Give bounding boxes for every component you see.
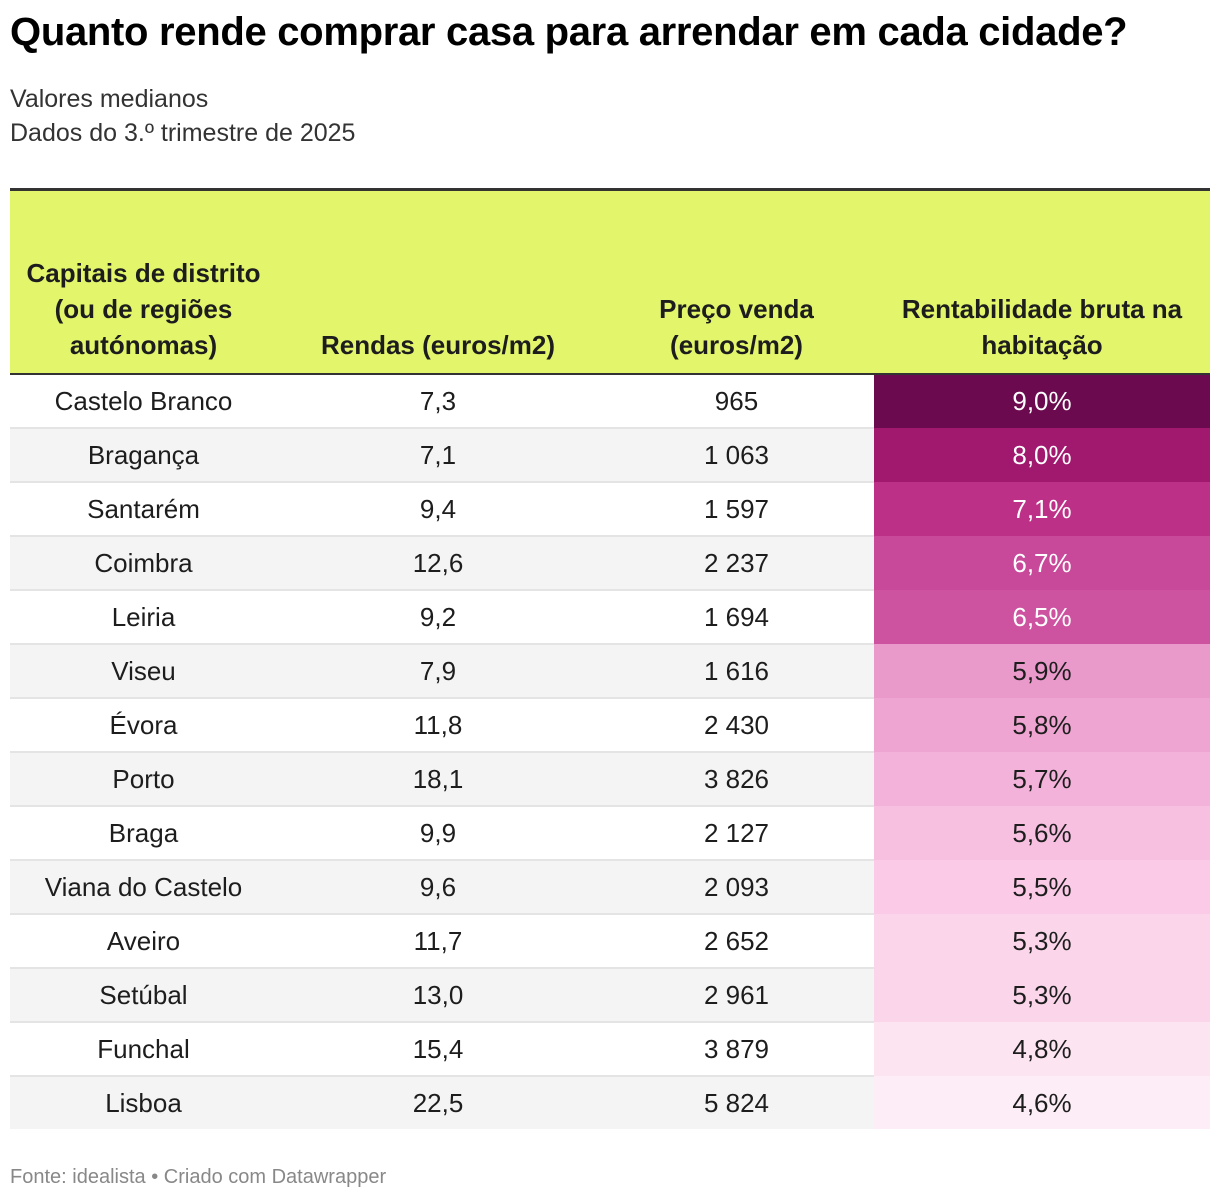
cell-city: Aveiro (10, 914, 277, 969)
cell-rent: 11,8 (277, 698, 599, 753)
cell-rent: 15,4 (277, 1022, 599, 1077)
cell-city: Lisboa (10, 1076, 277, 1129)
cell-yield: 4,6% (874, 1076, 1210, 1129)
cell-city: Bragança (10, 428, 277, 483)
cell-city: Viseu (10, 644, 277, 699)
cell-price: 965 (599, 374, 874, 429)
column-header-price[interactable]: Preço venda (euros/m2) (599, 188, 874, 375)
cell-city: Setúbal (10, 968, 277, 1023)
table-row: Bragança 7,1 1 063 8,0% (10, 428, 1210, 483)
credit-link[interactable]: Criado com Datawrapper (163, 1166, 387, 1188)
cell-yield: 5,5% (874, 860, 1210, 914)
cell-price: 1 694 (599, 590, 874, 645)
table-row: Évora 11,8 2 430 5,8% (10, 698, 1210, 753)
cell-yield: 5,3% (874, 968, 1210, 1022)
cell-price: 2 652 (599, 914, 874, 969)
cell-price: 1 616 (599, 644, 874, 699)
cell-yield: 6,7% (874, 536, 1210, 590)
footer-separator: • (151, 1166, 159, 1188)
cell-yield: 4,8% (874, 1022, 1210, 1076)
table-row: Leiria 9,2 1 694 6,5% (10, 590, 1210, 645)
cell-rent: 7,9 (277, 644, 599, 699)
cell-city: Évora (10, 698, 277, 753)
chart-footer: Fonte: idealista • Criado com Datawrappe… (10, 1166, 386, 1189)
cell-price: 2 127 (599, 806, 874, 861)
cell-yield: 5,9% (874, 644, 1210, 698)
cell-city: Castelo Branco (10, 374, 277, 429)
cell-price: 1 063 (599, 428, 874, 483)
cell-price: 2 237 (599, 536, 874, 591)
table-header-row: Capitais de distrito (ou de regiões autó… (10, 188, 1210, 375)
cell-price: 3 879 (599, 1022, 874, 1077)
cell-city: Santarém (10, 482, 277, 537)
cell-price: 5 824 (599, 1076, 874, 1129)
cell-rent: 13,0 (277, 968, 599, 1023)
cell-price: 1 597 (599, 482, 874, 537)
source-name[interactable]: idealista (72, 1166, 146, 1188)
chart-title: Quanto rende comprar casa para arrendar … (10, 10, 1128, 54)
cell-rent: 11,7 (277, 914, 599, 969)
cell-yield: 5,6% (874, 806, 1210, 860)
cell-yield: 7,1% (874, 482, 1210, 536)
cell-rent: 9,4 (277, 482, 599, 537)
column-header-city[interactable]: Capitais de distrito (ou de regiões autó… (10, 188, 277, 375)
table-row: Viseu 7,9 1 616 5,9% (10, 644, 1210, 699)
cell-city: Viana do Castelo (10, 860, 277, 915)
cell-price: 2 961 (599, 968, 874, 1023)
cell-yield: 5,8% (874, 698, 1210, 752)
cell-yield: 9,0% (874, 374, 1210, 428)
cell-price: 2 093 (599, 860, 874, 915)
cell-city: Porto (10, 752, 277, 807)
cell-yield: 8,0% (874, 428, 1210, 482)
cell-rent: 9,6 (277, 860, 599, 915)
table-row: Aveiro 11,7 2 652 5,3% (10, 914, 1210, 969)
cell-city: Leiria (10, 590, 277, 645)
column-header-rent[interactable]: Rendas (euros/m2) (277, 188, 599, 375)
cell-yield: 5,3% (874, 914, 1210, 968)
cell-yield: 5,7% (874, 752, 1210, 806)
table-row: Santarém 9,4 1 597 7,1% (10, 482, 1210, 537)
table-row: Coimbra 12,6 2 237 6,7% (10, 536, 1210, 591)
chart-subtitle: Valores medianos Dados do 3.º trimestre … (10, 82, 355, 150)
cell-rent: 7,1 (277, 428, 599, 483)
table-row: Setúbal 13,0 2 961 5,3% (10, 968, 1210, 1023)
cell-yield: 6,5% (874, 590, 1210, 644)
table-body: Castelo Branco 7,3 965 9,0% Bragança 7,1 1 063… (10, 374, 1210, 1129)
subtitle-line: Dados do 3.º trimestre de 2025 (10, 119, 356, 147)
cell-rent: 9,9 (277, 806, 599, 861)
cell-rent: 9,2 (277, 590, 599, 645)
cell-price: 2 430 (599, 698, 874, 753)
cell-rent: 12,6 (277, 536, 599, 591)
table-row: Funchal 15,4 3 879 4,8% (10, 1022, 1210, 1077)
table-row: Porto 18,1 3 826 5,7% (10, 752, 1210, 807)
cell-price: 3 826 (599, 752, 874, 807)
cell-city: Funchal (10, 1022, 277, 1077)
cell-city: Coimbra (10, 536, 277, 591)
table-row: Lisboa 22,5 5 824 4,6% (10, 1076, 1210, 1129)
cell-rent: 7,3 (277, 374, 599, 429)
table-row: Braga 9,9 2 127 5,6% (10, 806, 1210, 861)
cell-city: Braga (10, 806, 277, 861)
table-row: Viana do Castelo 9,6 2 093 5,5% (10, 860, 1210, 915)
data-table: Capitais de distrito (ou de regiões autó… (10, 188, 1210, 1129)
table-row: Castelo Branco 7,3 965 9,0% (10, 374, 1210, 429)
cell-rent: 18,1 (277, 752, 599, 807)
subtitle-line: Valores medianos (10, 85, 209, 113)
source-label: Fonte: (10, 1166, 67, 1188)
column-header-yield[interactable]: Rentabilidade bruta na habitação (874, 188, 1210, 375)
cell-rent: 22,5 (277, 1076, 599, 1129)
